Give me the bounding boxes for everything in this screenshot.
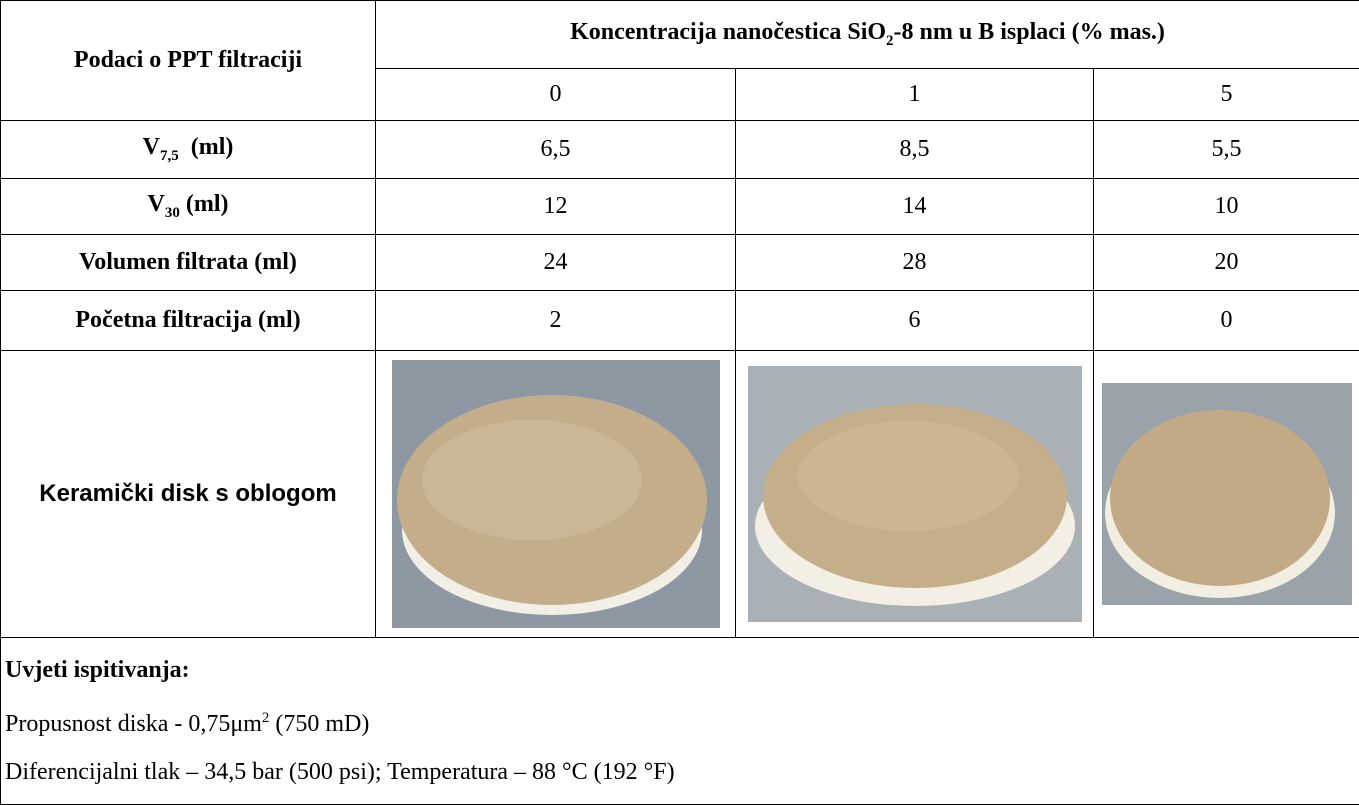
subscript: 2 [886, 33, 894, 49]
text: (ml) [180, 191, 229, 217]
text: V [143, 134, 160, 160]
cell: 12 [376, 179, 736, 235]
cell: 24 [376, 235, 736, 291]
cell: 6 [736, 291, 1094, 351]
conditions: Uvjeti ispitivanja: Propusnost diska - 0,… [1, 638, 1359, 805]
column-header: 1 [736, 69, 1094, 121]
cell: 6,5 [376, 121, 736, 179]
row-header: Podaci o PPT filtraciji [1, 1, 376, 121]
cell: 10 [1094, 179, 1359, 235]
row-label: V30 (ml) [1, 179, 376, 235]
cell: 0 [1094, 291, 1359, 351]
group-header: Koncentracija nanočestica SiO2-8 nm u B … [376, 1, 1359, 69]
text: -8 nm u B isplaci (% mas.) [894, 19, 1165, 45]
photo-cell [1094, 351, 1359, 638]
photo-cell [376, 351, 736, 638]
photo [748, 366, 1082, 622]
index: 7,5 [160, 148, 179, 164]
index: 30 [165, 205, 180, 221]
condition-line: Propusnost diska - 0,75μm2 (750 mD) [5, 694, 1355, 748]
text: Volumen filtrata (ml) [79, 249, 297, 275]
row-label: Volumen filtrata (ml) [1, 235, 376, 291]
column-header: 0 [376, 69, 736, 121]
image-row-label: Keramički disk s oblogom [1, 351, 376, 638]
cell: 5,5 [1094, 121, 1359, 179]
cell: 14 [736, 179, 1094, 235]
cell: 28 [736, 235, 1094, 291]
photo [1102, 383, 1352, 605]
conditions-title: Uvjeti ispitivanja: [5, 657, 190, 683]
row-label: Početna filtracija (ml) [1, 291, 376, 351]
text: Početna filtracija (ml) [75, 307, 300, 333]
condition-line: Diferencijalni tlak – 34,5 bar (500 psi)… [5, 748, 1355, 796]
column-header: 5 [1094, 69, 1359, 121]
text: (ml) [179, 134, 234, 160]
text: V [148, 191, 165, 217]
row-label: V7,5 (ml) [1, 121, 376, 179]
photo [392, 360, 720, 628]
cell: 20 [1094, 235, 1359, 291]
cell: 8,5 [736, 121, 1094, 179]
text: Diferencijalni tlak – 34,5 bar (500 psi)… [5, 759, 675, 785]
photo-cell [736, 351, 1094, 638]
text: Koncentracija nanočestica SiO [570, 19, 886, 45]
text: Propusnost diska - 0,75μm [5, 711, 262, 737]
text: (750 mD) [269, 711, 369, 737]
cell: 2 [376, 291, 736, 351]
